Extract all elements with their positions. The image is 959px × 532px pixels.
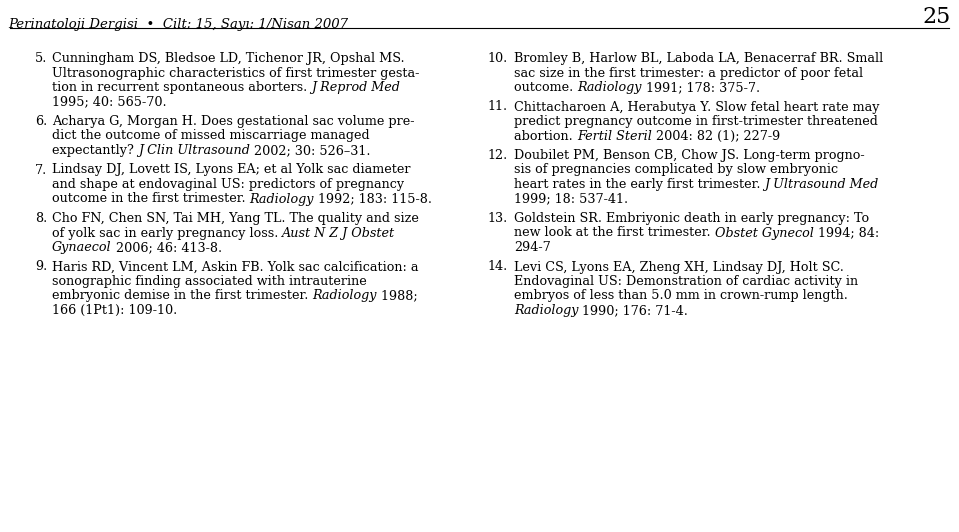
Text: Chittacharoen A, Herabutya Y. Slow fetal heart rate may: Chittacharoen A, Herabutya Y. Slow fetal…	[514, 101, 879, 113]
Text: Radiology: Radiology	[249, 193, 315, 205]
Text: tion in recurrent spontaneous aborters.: tion in recurrent spontaneous aborters.	[52, 81, 312, 94]
Text: sis of pregnancies complicated by slow embryonic: sis of pregnancies complicated by slow e…	[514, 163, 838, 177]
Text: Obstet Gynecol: Obstet Gynecol	[714, 227, 813, 239]
Text: J Reprod Med: J Reprod Med	[312, 81, 400, 94]
Text: 5.: 5.	[35, 52, 47, 65]
Text: Acharya G, Morgan H. Does gestational sac volume pre-: Acharya G, Morgan H. Does gestational sa…	[52, 115, 414, 128]
Text: 1995; 40: 565-70.: 1995; 40: 565-70.	[52, 96, 167, 109]
Text: 1992; 183: 115-8.: 1992; 183: 115-8.	[315, 193, 433, 205]
Text: of yolk sac in early pregnancy loss.: of yolk sac in early pregnancy loss.	[52, 227, 282, 239]
Text: 2004: 82 (1); 227-9: 2004: 82 (1); 227-9	[651, 129, 780, 143]
Text: Levi CS, Lyons EA, Zheng XH, Lindsay DJ, Holt SC.: Levi CS, Lyons EA, Zheng XH, Lindsay DJ,…	[514, 261, 844, 273]
Text: Goldstein SR. Embriyonic death in early pregnancy: To: Goldstein SR. Embriyonic death in early …	[514, 212, 869, 225]
Text: dict the outcome of missed miscarriage managed: dict the outcome of missed miscarriage m…	[52, 129, 369, 143]
Text: heart rates in the early first trimester.: heart rates in the early first trimester…	[514, 178, 764, 191]
Text: 8.: 8.	[35, 212, 47, 225]
Text: 9.: 9.	[35, 261, 47, 273]
Text: expectantly?: expectantly?	[52, 144, 138, 157]
Text: Bromley B, Harlow BL, Laboda LA, Benacerraf BR. Small: Bromley B, Harlow BL, Laboda LA, Benacer…	[514, 52, 883, 65]
Text: 166 (1Pt1): 109-10.: 166 (1Pt1): 109-10.	[52, 304, 177, 317]
Text: 1994; 84:: 1994; 84:	[813, 227, 878, 239]
Text: Perinatoloji Dergisi  •  Cilt: 15, Sayı: 1/Nisan 2007: Perinatoloji Dergisi • Cilt: 15, Sayı: 1…	[8, 18, 348, 31]
Text: Aust N Z J Obstet: Aust N Z J Obstet	[282, 227, 395, 239]
Text: 1991; 178: 375-7.: 1991; 178: 375-7.	[642, 81, 760, 94]
Text: Ultrasonographic characteristics of first trimester gesta-: Ultrasonographic characteristics of firs…	[52, 66, 419, 79]
Text: 10.: 10.	[488, 52, 508, 65]
Text: 6.: 6.	[35, 115, 47, 128]
Text: Radiology: Radiology	[313, 289, 377, 303]
Text: 13.: 13.	[488, 212, 508, 225]
Text: outcome in the first trimester.: outcome in the first trimester.	[52, 193, 249, 205]
Text: 1999; 18: 537-41.: 1999; 18: 537-41.	[514, 193, 628, 205]
Text: 11.: 11.	[488, 101, 508, 113]
Text: Lindsay DJ, Lovett IS, Lyons EA; et al Yolk sac diameter: Lindsay DJ, Lovett IS, Lyons EA; et al Y…	[52, 163, 410, 177]
Text: and shape at endovaginal US: predictors of pregnancy: and shape at endovaginal US: predictors …	[52, 178, 404, 191]
Text: J Clin Ultrasound: J Clin Ultrasound	[138, 144, 249, 157]
Text: sac size in the first trimester: a predictor of poor fetal: sac size in the first trimester: a predi…	[514, 66, 863, 79]
Text: Haris RD, Vincent LM, Askin FB. Yolk sac calcification: a: Haris RD, Vincent LM, Askin FB. Yolk sac…	[52, 261, 418, 273]
Text: predict pregnancy outcome in first-trimester threatened: predict pregnancy outcome in first-trime…	[514, 115, 877, 128]
Text: Doubilet PM, Benson CB, Chow JS. Long-term progno-: Doubilet PM, Benson CB, Chow JS. Long-te…	[514, 149, 865, 162]
Text: Fertil Steril: Fertil Steril	[576, 129, 651, 143]
Text: embryos of less than 5.0 mm in crown-rump length.: embryos of less than 5.0 mm in crown-rum…	[514, 289, 848, 303]
Text: 14.: 14.	[488, 261, 508, 273]
Text: Radiology: Radiology	[514, 304, 578, 317]
Text: Cho FN, Chen SN, Tai MH, Yang TL. The quality and size: Cho FN, Chen SN, Tai MH, Yang TL. The qu…	[52, 212, 419, 225]
Text: new look at the first trimester.: new look at the first trimester.	[514, 227, 714, 239]
Text: outcome.: outcome.	[514, 81, 577, 94]
Text: 1990; 176: 71-4.: 1990; 176: 71-4.	[578, 304, 689, 317]
Text: 1988;: 1988;	[377, 289, 417, 303]
Text: 12.: 12.	[488, 149, 508, 162]
Text: 2006; 46: 413-8.: 2006; 46: 413-8.	[111, 241, 222, 254]
Text: 294-7: 294-7	[514, 241, 550, 254]
Text: 7.: 7.	[35, 163, 47, 177]
Text: Endovaginal US: Demonstration of cardiac activity in: Endovaginal US: Demonstration of cardiac…	[514, 275, 858, 288]
Text: Gynaecol: Gynaecol	[52, 241, 111, 254]
Text: 25: 25	[923, 6, 951, 28]
Text: embryonic demise in the first trimester.: embryonic demise in the first trimester.	[52, 289, 313, 303]
Text: Cunningham DS, Bledsoe LD, Tichenor JR, Opshal MS.: Cunningham DS, Bledsoe LD, Tichenor JR, …	[52, 52, 405, 65]
Text: J Ultrasound Med: J Ultrasound Med	[764, 178, 878, 191]
Text: Radiology: Radiology	[577, 81, 642, 94]
Text: sonographic finding associated with intrauterine: sonographic finding associated with intr…	[52, 275, 366, 288]
Text: abortion.: abortion.	[514, 129, 576, 143]
Text: 2002; 30: 526–31.: 2002; 30: 526–31.	[249, 144, 370, 157]
